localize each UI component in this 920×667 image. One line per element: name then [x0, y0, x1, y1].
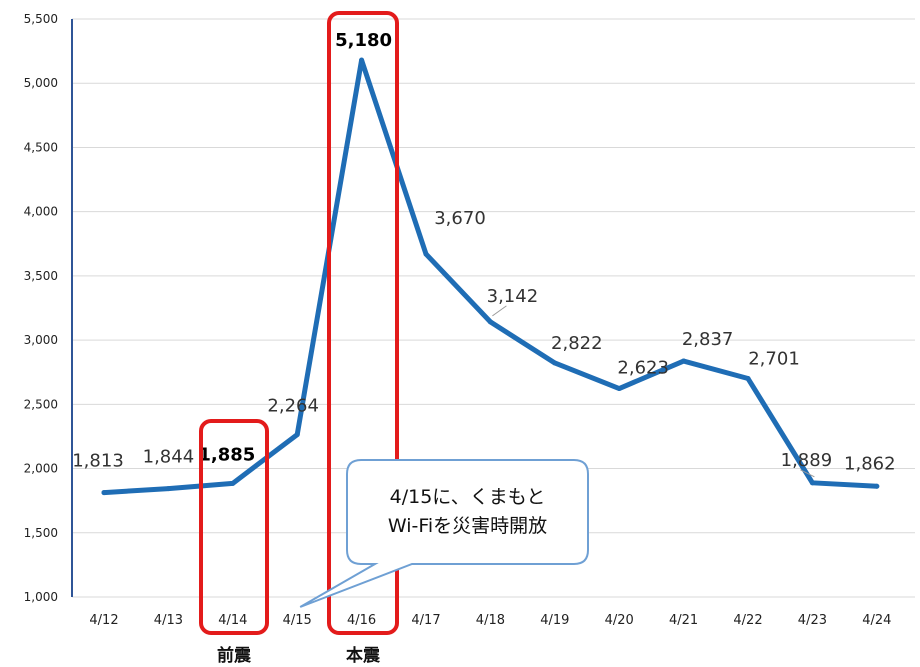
- x-tick-label: 4/22: [733, 613, 762, 628]
- data-label: 1,813: [72, 451, 124, 472]
- y-tick-label: 2,000: [24, 462, 58, 476]
- x-tick-label: 4/17: [411, 613, 440, 628]
- y-tick-label: 1,000: [24, 590, 58, 604]
- data-label: 1,844: [143, 447, 195, 468]
- x-axis-ticks: 4/12 4/13 4/14 4/15 4/16 4/17 4/18 4/19 4/20 4/21…: [89, 613, 891, 628]
- data-label: 2,701: [748, 349, 800, 370]
- data-point: [681, 358, 687, 364]
- data-label: 5,180: [335, 30, 392, 51]
- data-label-leader: [492, 305, 507, 317]
- x-tick-label: 4/18: [476, 613, 505, 628]
- data-point: [552, 360, 558, 366]
- data-label: 2,264: [267, 396, 319, 417]
- data-point: [294, 432, 300, 438]
- data-labels: 1,813 1,844 1,885 2,264 5,180 3,670 3,142 2,822…: [72, 30, 896, 478]
- data-label: 2,837: [682, 329, 734, 350]
- y-tick-label: 4,500: [24, 140, 58, 154]
- data-point: [809, 480, 815, 486]
- y-tick-label: 1,500: [24, 526, 58, 540]
- data-label: 2,623: [617, 358, 669, 379]
- data-point: [230, 480, 236, 486]
- highlight-box: [199, 419, 269, 635]
- data-label-leader: [800, 469, 815, 478]
- data-point: [874, 483, 880, 489]
- data-label: 1,889: [781, 450, 833, 471]
- series-line-group: [101, 57, 880, 496]
- x-tick-label: 4/24: [862, 613, 891, 628]
- data-point: [165, 486, 171, 492]
- data-label: 1,862: [844, 453, 896, 474]
- x-tick-label: 4/20: [605, 613, 634, 628]
- data-label: 3,142: [487, 286, 539, 307]
- x-tick-label: 4/12: [89, 613, 118, 628]
- x-tick-label: 4/14: [218, 613, 247, 628]
- y-tick-label: 5,500: [24, 12, 58, 26]
- x-tick-label: 4/21: [669, 613, 698, 628]
- x-tick-label: 4/15: [283, 613, 312, 628]
- x-tick-label: 4/16: [347, 613, 376, 628]
- x-tick-label: 4/19: [540, 613, 569, 628]
- y-tick-label: 3,500: [24, 269, 58, 283]
- callout: 4/15に、くまもと Wi-Fiを災害時開放: [299, 459, 589, 608]
- data-point: [101, 490, 107, 496]
- data-point: [359, 57, 365, 63]
- data-label: 1,885: [198, 444, 255, 465]
- data-point: [423, 251, 429, 257]
- y-tick-label: 5,000: [24, 76, 58, 90]
- highlight-label: 本震: [346, 645, 381, 666]
- data-label: 3,670: [434, 208, 486, 229]
- y-tick-label: 4,000: [24, 205, 58, 219]
- x-tick-label: 4/13: [154, 613, 183, 628]
- highlight-box: [327, 11, 399, 635]
- callout-text-line: 4/15に、くまもと: [390, 486, 546, 508]
- y-axis-ticks: 1,000 1,500 2,000 2,500 3,000 3,500 4,000 4,500…: [24, 12, 58, 604]
- y-tick-label: 3,000: [24, 333, 58, 347]
- callout-bubble: [299, 459, 589, 608]
- gridlines: [72, 18, 915, 598]
- highlight-label: 前震: [217, 645, 252, 666]
- callout-text-line: Wi-Fiを災害時開放: [388, 515, 547, 537]
- data-point: [616, 386, 622, 392]
- data-label: 2,822: [551, 333, 603, 354]
- data-point: [487, 319, 493, 325]
- highlight-boxes: 前震 本震: [199, 11, 399, 666]
- y-tick-label: 2,500: [24, 397, 58, 411]
- x-tick-label: 4/23: [798, 613, 827, 628]
- data-point: [745, 376, 751, 382]
